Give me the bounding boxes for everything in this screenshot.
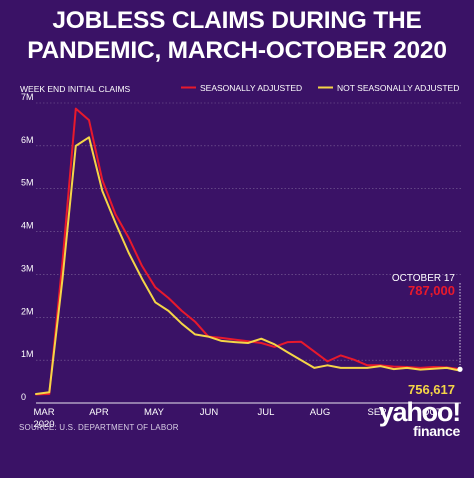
legend: SEASONALLY ADJUSTED NOT SEASONALLY ADJUST… (181, 83, 459, 93)
x-tick-label-sep: SEP (367, 407, 386, 418)
x-tick-label-jun: JUN (200, 407, 219, 418)
y-tick-label: 2M (21, 306, 34, 316)
y-tick-label: 5M (21, 178, 34, 188)
annotation-not-seasonally-adjusted-value: 756,617 (408, 382, 455, 397)
legend-label-1: NOT SEASONALLY ADJUSTED (337, 83, 459, 93)
y-tick-label: 0 (21, 392, 26, 402)
gridlines (36, 102, 461, 404)
source-note: SOURCE: U.S. DEPARTMENT OF LABOR (19, 423, 179, 432)
latest-point-marker (457, 366, 463, 372)
x-tick-labels: MAR APR MAY JUN JUL AUG SEP OCT 2020 (33, 407, 442, 430)
annotation-seasonally-adjusted-value: 787,000 (408, 283, 455, 298)
x-tick-label-jul: JUL (258, 407, 275, 418)
x-tick-label-may: MAY (144, 407, 165, 418)
annotation-date: OCTOBER 17 (392, 273, 456, 284)
logo-sub: finance (413, 423, 460, 439)
x-tick-label-oct: OCT (422, 407, 442, 418)
y-axis-label: WEEK END INITIAL CLAIMS (20, 84, 131, 94)
x-tick-label-mar: MAR (33, 407, 54, 418)
chart-title-line-2: PANDEMIC, MARCH-OCTOBER 2020 (27, 37, 447, 64)
y-tick-labels: 0 1M 2M 3M 4M 5M 6M 7M (21, 92, 34, 402)
chart-title-line-1: JOBLESS CLAIMS DURING THE (52, 7, 422, 34)
series-lines (35, 107, 463, 396)
y-tick-label: 4M (21, 221, 34, 231)
x-tick-label-apr: APR (89, 407, 109, 418)
yahoo-finance-logo: yahoo! finance (378, 397, 462, 439)
series-line-not-seasonally-adjusted (35, 136, 461, 395)
x-year-label: 2020 (33, 419, 54, 430)
series-line-seasonally-adjusted (35, 107, 461, 396)
x-tick-label-aug: AUG (310, 407, 331, 418)
y-tick-label: 7M (21, 92, 34, 102)
chart-title: JOBLESS CLAIMS DURING THE PANDEMIC, MARC… (0, 6, 474, 66)
legend-label-0: SEASONALLY ADJUSTED (200, 83, 302, 93)
y-tick-label: 1M (21, 349, 34, 359)
y-tick-label: 3M (21, 263, 34, 273)
logo-word: yahoo! (378, 397, 462, 427)
y-tick-label: 6M (21, 135, 34, 145)
